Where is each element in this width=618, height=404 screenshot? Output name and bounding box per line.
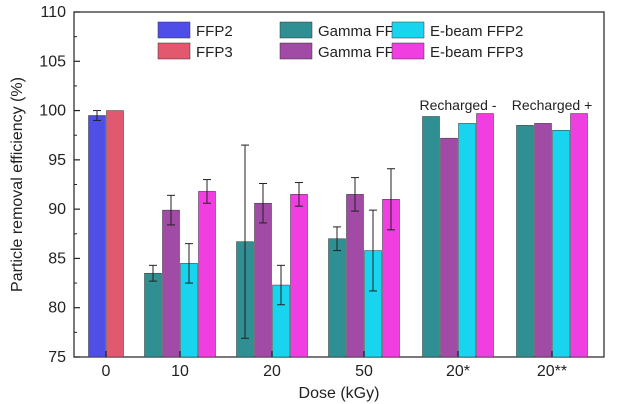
y-tick-label: 95 [48, 152, 66, 169]
legend-label-gamma-ffp3: Gamma FFP3 [318, 44, 412, 61]
y-axis-title: Particle removal efficiency (%) [9, 77, 26, 292]
bar-gamma-ffp3 [534, 123, 552, 358]
bar-e-beam-ffp2 [552, 130, 570, 358]
bar-gamma-ffp2 [328, 238, 346, 358]
bar-e-beam-ffp2 [458, 123, 476, 358]
bar-ffp2 [88, 115, 106, 358]
x-tick-label: 20** [537, 363, 567, 380]
bar-ffp3 [106, 110, 124, 358]
legend-label-gamma-ffp2: Gamma FFP2 [318, 23, 412, 40]
x-tick-label: 10 [171, 363, 189, 380]
annotation-label: Recharged + [512, 97, 593, 113]
y-tick-label: 75 [48, 349, 66, 366]
legend-swatch-ffp2 [157, 21, 191, 39]
bar-gamma-ffp3 [162, 209, 180, 358]
legend-label-ffp2: FFP2 [196, 23, 233, 40]
x-axis-title: Dose (kGy) [299, 385, 380, 402]
bar-gamma-ffp3 [440, 137, 458, 358]
y-tick-label: 90 [48, 201, 66, 218]
y-tick-label: 80 [48, 300, 66, 317]
legend-swatch-e-beam-ffp2 [391, 21, 425, 39]
x-tick-label: 20* [446, 363, 470, 380]
y-tick-label: 85 [48, 250, 66, 267]
y-tick-label: 110 [40, 4, 66, 21]
bar-e-beam-ffp3 [476, 113, 494, 358]
legend-label-ffp3: FFP3 [196, 44, 233, 61]
bar-e-beam-ffp3 [290, 194, 308, 358]
y-tick-label: 100 [39, 103, 66, 120]
x-tick-label: 0 [102, 363, 111, 380]
bar-gamma-ffp3 [254, 202, 272, 358]
x-tick-label: 20 [263, 363, 281, 380]
bar-e-beam-ffp3 [570, 113, 588, 358]
y-tick-label: 105 [39, 53, 66, 70]
legend-label-e-beam-ffp2: E-beam FFP2 [430, 23, 523, 40]
x-tick-label: 50 [355, 363, 373, 380]
annotation-label: Recharged - [419, 97, 496, 113]
bar-gamma-ffp2 [144, 272, 162, 358]
legend-label-e-beam-ffp3: E-beam FFP3 [430, 44, 523, 61]
bar-e-beam-ffp3 [198, 191, 216, 358]
legend-swatch-ffp3 [157, 42, 191, 60]
bar-gamma-ffp2 [516, 125, 534, 358]
plot-area: 75 80 85 90 95 100 105 110 0 10 20 50 20* 20** FFP2 Gam… [39, 4, 605, 380]
legend-swatch-gamma-ffp2 [279, 21, 313, 39]
bar-gamma-ffp3 [346, 194, 364, 358]
bar-gamma-ffp2 [422, 116, 440, 358]
legend-swatch-gamma-ffp3 [279, 42, 313, 60]
legend-swatch-e-beam-ffp3 [391, 42, 425, 60]
